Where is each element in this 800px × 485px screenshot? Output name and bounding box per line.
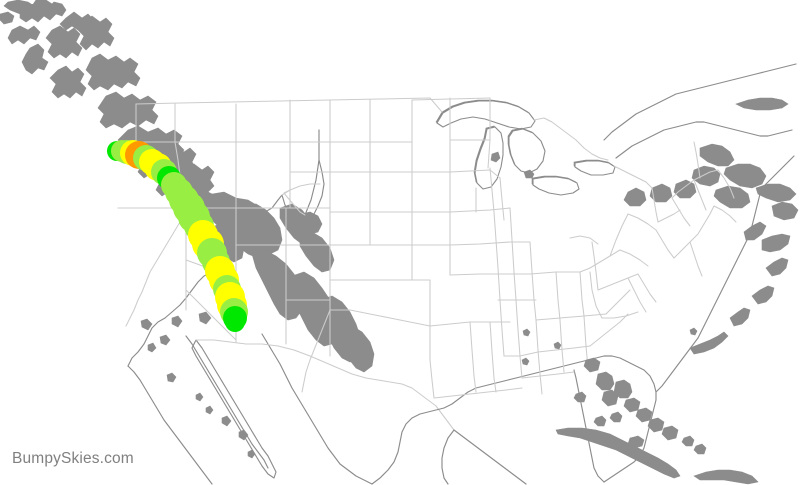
mexico-coast (261, 333, 373, 485)
bumpyskies-watermark: BumpySkies.com (12, 450, 134, 467)
turbulence-circle-series (107, 140, 248, 332)
alaska-coast-hint (0, 0, 53, 25)
us-canada-border (135, 97, 443, 113)
yucatan-coast (453, 429, 527, 485)
puget-sound (297, 159, 325, 235)
northeast-coastal-detail (689, 221, 791, 355)
turbulence-point (225, 312, 245, 332)
gulf-coast (371, 355, 657, 485)
us-mexico-border (195, 339, 455, 431)
florida-coast (573, 369, 605, 483)
eastern-canada-coast (603, 63, 799, 221)
great-lakes (435, 99, 616, 196)
caribbean-islands (521, 327, 759, 485)
state-borders-east (429, 141, 737, 399)
baja-california (127, 311, 277, 485)
